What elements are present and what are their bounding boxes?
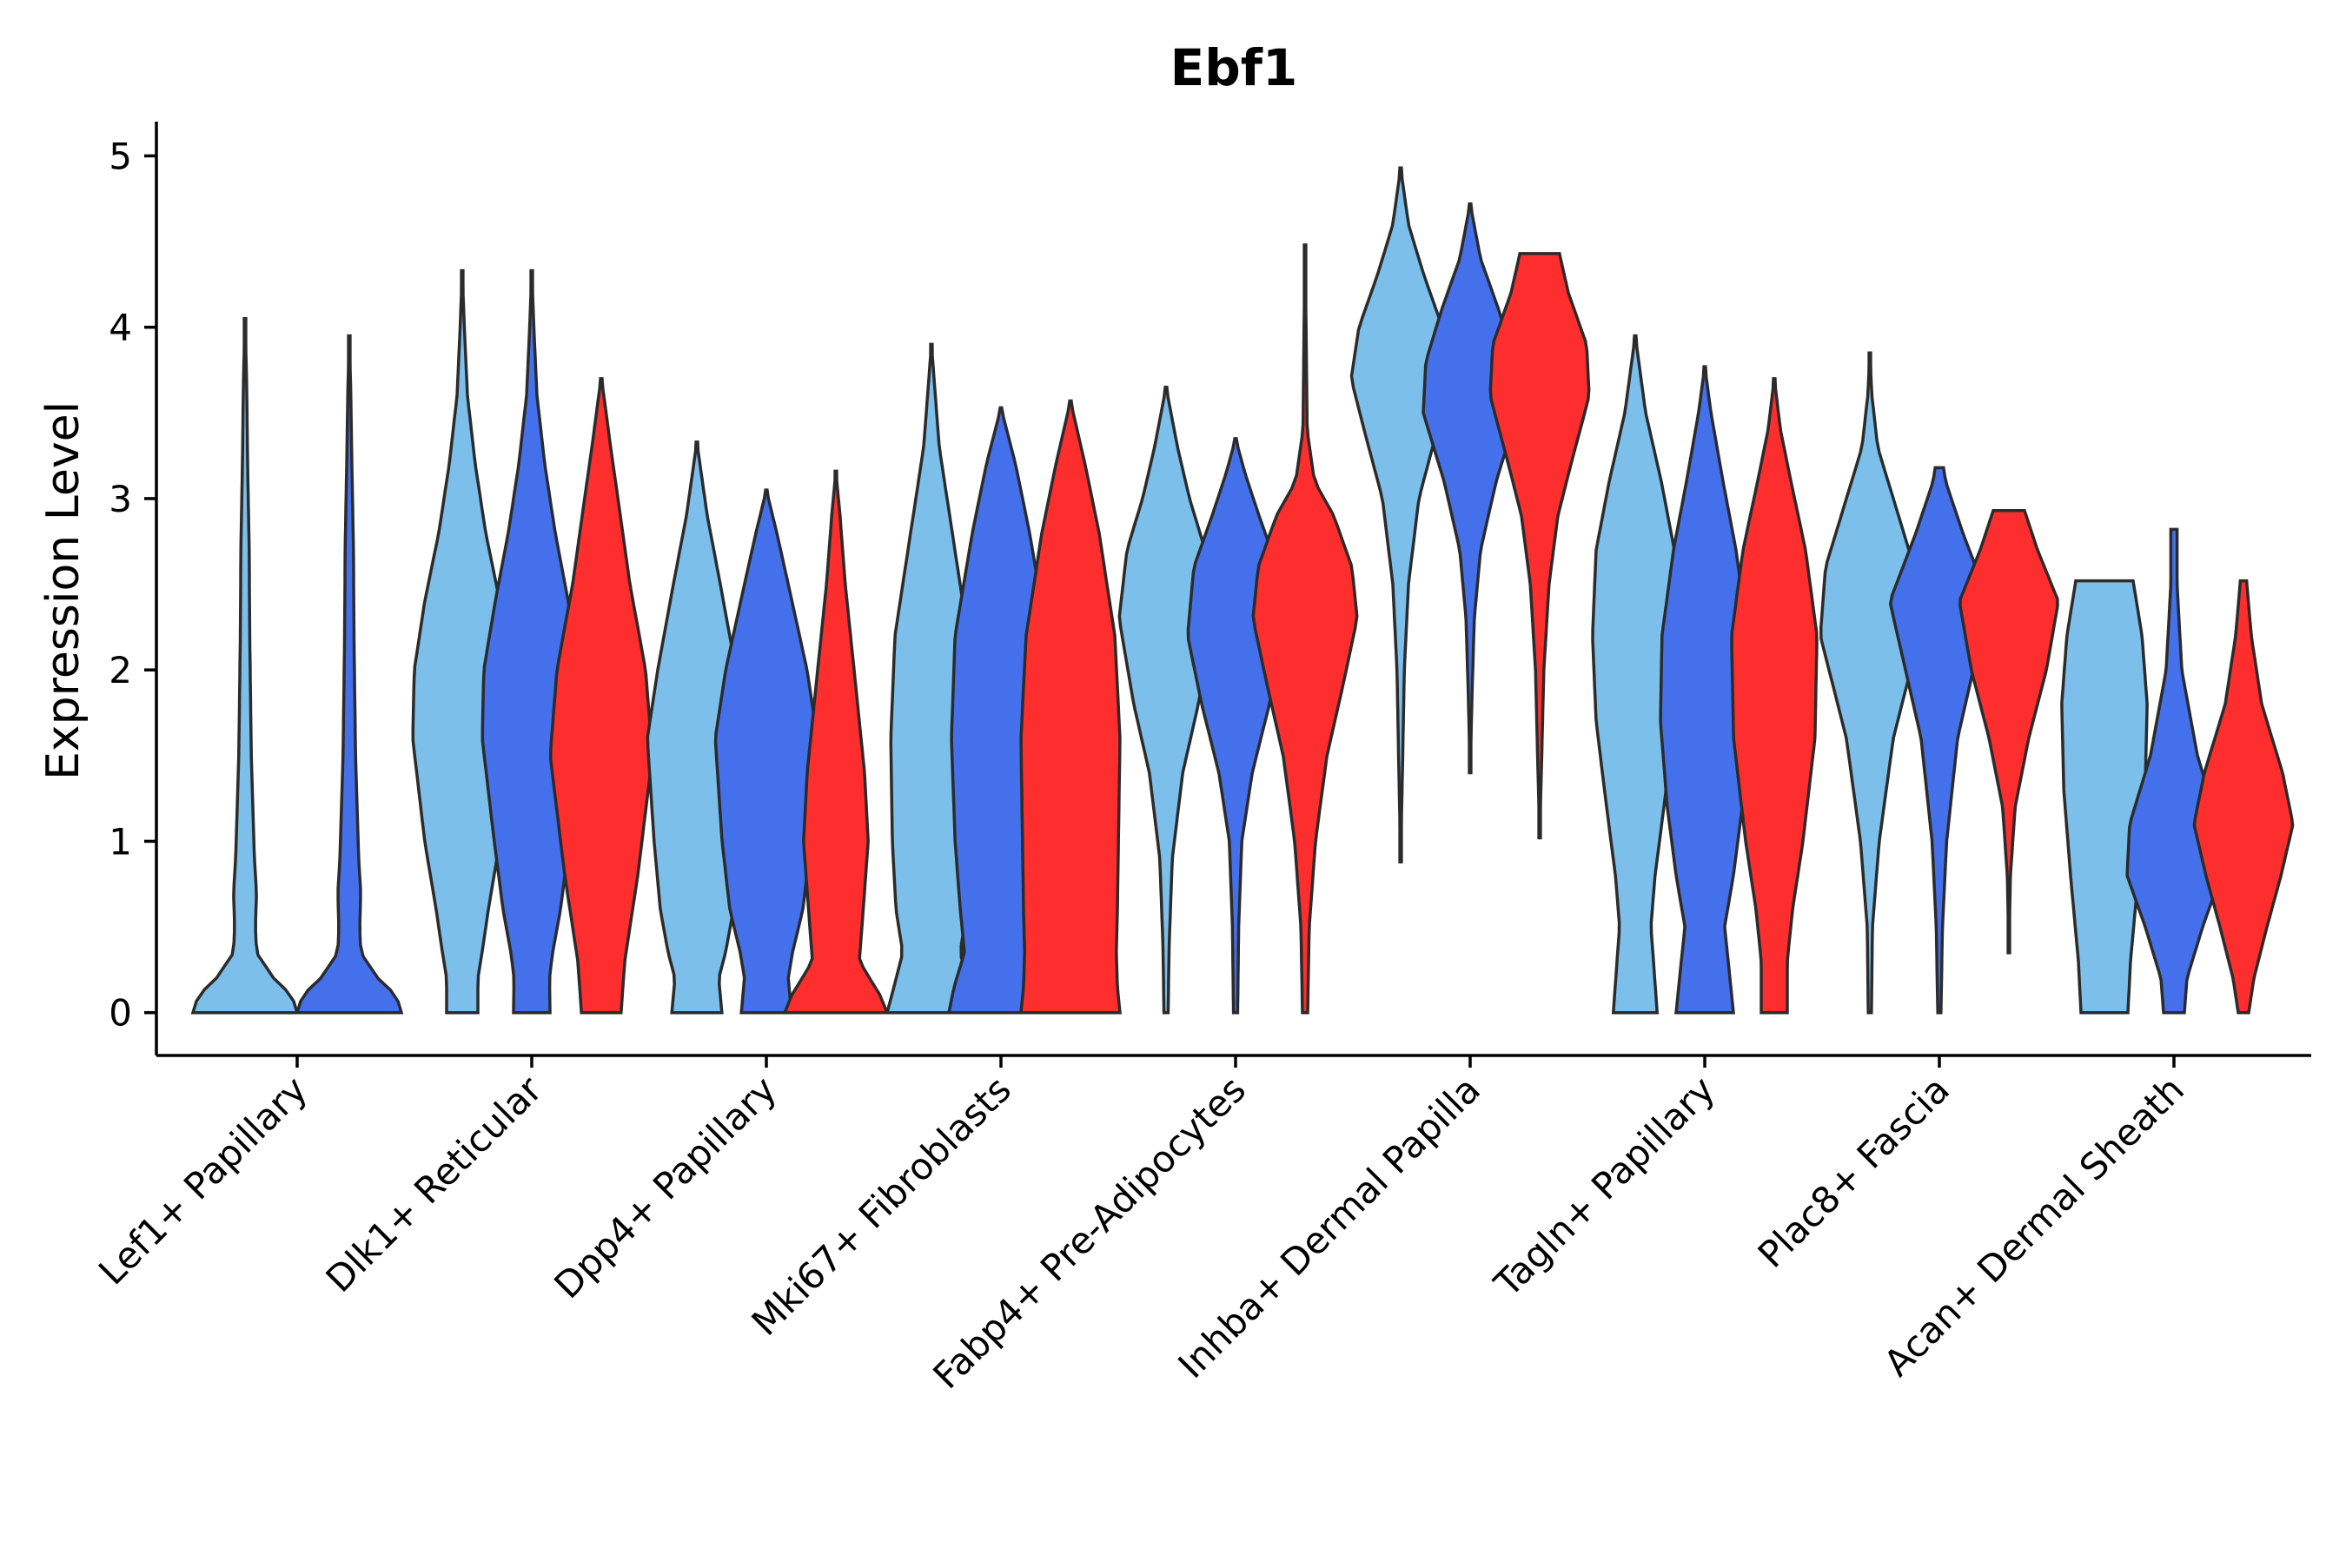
violin-group-2-0 xyxy=(295,334,404,1015)
violin-group-3-1 xyxy=(548,377,654,1015)
violin-group-2-2 xyxy=(713,488,819,1015)
violin-group-3-2 xyxy=(782,469,890,1015)
violin-group-1-8 xyxy=(2060,579,2149,1015)
violin-group-3-4 xyxy=(1251,243,1359,1015)
chart-title: Ebf1 xyxy=(1170,38,1298,97)
y-tick-label: 1 xyxy=(109,820,132,863)
violin-group-3-3 xyxy=(1019,399,1122,1015)
violin-group-3-6 xyxy=(1730,377,1819,1015)
violin-group-3-5 xyxy=(1488,252,1591,840)
x-tick-label: Dlk1+ Reticular xyxy=(318,1068,551,1300)
violin-group-2-5 xyxy=(1422,202,1519,775)
violin-group-1-4 xyxy=(1117,385,1215,1015)
y-tick-label: 2 xyxy=(109,649,132,691)
x-tick-label: Tagln+ Papillary xyxy=(1486,1068,1723,1305)
violin-group-3-8 xyxy=(2192,579,2295,1015)
x-tick-label: Dpp4+ Papillary xyxy=(546,1068,785,1307)
violin-group-3-7 xyxy=(1958,509,2059,955)
x-tick-label: Lef1+ Papillary xyxy=(90,1068,315,1293)
y-tick-label: 4 xyxy=(109,307,132,349)
y-tick-label: 3 xyxy=(109,478,132,520)
y-tick-label: 0 xyxy=(109,992,132,1035)
x-tick-label: Plac8+ Fascia xyxy=(1750,1068,1958,1275)
x-tick-label: Mki67+ Fibroblasts xyxy=(744,1068,1019,1343)
violin-group-1-7 xyxy=(1819,351,1921,1015)
y-tick-label: 5 xyxy=(109,135,132,177)
y-axis-title: Expression Level xyxy=(37,401,89,780)
violin-group-2-4 xyxy=(1186,437,1285,1015)
violin-group-1-0 xyxy=(190,317,300,1015)
violins xyxy=(190,166,2295,1015)
violin-group-1-5 xyxy=(1349,166,1452,863)
